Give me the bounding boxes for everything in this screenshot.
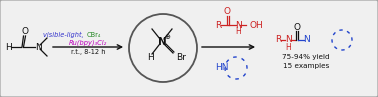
Text: HN: HN: [215, 62, 229, 71]
Text: N: N: [235, 20, 242, 29]
Text: OH: OH: [250, 20, 264, 29]
Text: ⊕: ⊕: [164, 34, 170, 40]
Text: 75-94% yield: 75-94% yield: [282, 54, 330, 60]
Text: H: H: [147, 54, 153, 62]
Text: R: R: [275, 36, 281, 45]
Text: H: H: [235, 28, 241, 36]
Text: Br: Br: [176, 52, 186, 61]
Text: CBr₄: CBr₄: [87, 32, 101, 38]
Text: H: H: [285, 42, 291, 52]
Text: Ru(bpy)₃Cl₂: Ru(bpy)₃Cl₂: [69, 40, 107, 46]
Text: R: R: [215, 20, 221, 29]
Text: N: N: [158, 37, 166, 47]
Text: 15 examples: 15 examples: [283, 63, 329, 69]
Text: O: O: [22, 28, 28, 36]
Text: N: N: [35, 42, 41, 52]
Text: H: H: [5, 42, 11, 52]
Text: r.t., 8-12 h: r.t., 8-12 h: [71, 49, 105, 55]
Text: N: N: [304, 36, 310, 45]
Text: N: N: [285, 36, 291, 45]
Text: visible-light,: visible-light,: [43, 32, 86, 38]
Text: O: O: [293, 23, 300, 32]
Text: O: O: [224, 7, 231, 16]
